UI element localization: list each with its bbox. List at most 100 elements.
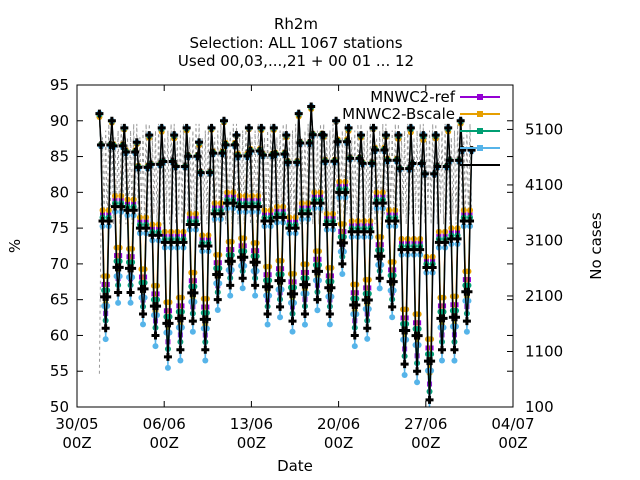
series-point bbox=[202, 315, 211, 324]
chart-title: Rh2m bbox=[274, 15, 318, 33]
series-point bbox=[109, 141, 118, 150]
series-point bbox=[455, 156, 464, 165]
x-tick-sublabel: 00Z bbox=[62, 434, 91, 452]
series-point bbox=[445, 156, 454, 165]
series-point bbox=[408, 159, 417, 168]
series-point bbox=[102, 336, 109, 343]
series-point bbox=[271, 150, 280, 159]
series-point bbox=[394, 131, 403, 140]
series-point bbox=[308, 130, 317, 139]
series-point bbox=[357, 131, 366, 140]
x-tick-sublabel: 00Z bbox=[237, 434, 266, 452]
legend-marker bbox=[477, 128, 483, 134]
series-point bbox=[118, 141, 127, 150]
series-point bbox=[115, 299, 122, 306]
series-point bbox=[188, 317, 197, 326]
series-point bbox=[127, 299, 134, 306]
series-point bbox=[280, 150, 289, 159]
series-point bbox=[283, 158, 292, 167]
series-point bbox=[338, 259, 347, 268]
y-tick-label: 60 bbox=[50, 326, 69, 344]
series-point bbox=[181, 162, 190, 171]
y-tick-label: 95 bbox=[50, 76, 69, 94]
x-tick-label: 06/06 bbox=[143, 415, 186, 433]
series-point bbox=[189, 328, 196, 335]
y2-tick-label: 5100 bbox=[525, 120, 563, 138]
series-point bbox=[227, 257, 236, 266]
series-point bbox=[128, 264, 137, 273]
series-point bbox=[402, 326, 411, 335]
series-line bbox=[98, 106, 473, 400]
y-tick-label: 55 bbox=[50, 362, 69, 380]
series-point bbox=[131, 148, 140, 157]
series-point bbox=[330, 157, 339, 166]
series-point bbox=[364, 295, 373, 304]
series-point bbox=[428, 263, 437, 272]
series-point bbox=[239, 285, 246, 292]
series-point bbox=[171, 162, 180, 171]
chart-subtitle-1: Selection: ALL 1067 stations bbox=[189, 34, 402, 52]
series-point bbox=[366, 227, 375, 236]
y2-tick-label: 3100 bbox=[525, 231, 563, 249]
series-point bbox=[442, 162, 451, 171]
series-point bbox=[201, 345, 210, 354]
legend-marker bbox=[477, 111, 483, 117]
series-point bbox=[207, 123, 216, 132]
series-point bbox=[313, 295, 322, 304]
series-point bbox=[444, 123, 453, 132]
series-point bbox=[277, 314, 284, 321]
x-tick-label: 13/06 bbox=[230, 415, 273, 433]
series-point bbox=[438, 357, 445, 364]
series-point bbox=[450, 345, 459, 354]
series-point bbox=[246, 146, 255, 155]
series-point bbox=[258, 151, 267, 160]
series-point bbox=[314, 307, 321, 314]
series-point bbox=[341, 188, 350, 197]
series-point bbox=[276, 302, 285, 311]
series-point bbox=[296, 138, 305, 147]
y-axis-label: % bbox=[6, 239, 24, 253]
series-point bbox=[214, 307, 221, 314]
series-point bbox=[383, 156, 392, 165]
series-point bbox=[234, 152, 243, 161]
cases-line bbox=[98, 123, 473, 374]
series-point bbox=[376, 285, 383, 292]
series-point bbox=[466, 216, 475, 225]
series-point bbox=[453, 234, 462, 243]
x-tick-sublabel: 00Z bbox=[150, 434, 179, 452]
series-point bbox=[163, 352, 172, 361]
series-point bbox=[238, 274, 247, 283]
series-point bbox=[339, 270, 346, 277]
series-point bbox=[101, 324, 110, 333]
series-point bbox=[103, 292, 112, 301]
series-point bbox=[145, 131, 154, 140]
series-point bbox=[269, 123, 278, 132]
series-point bbox=[157, 123, 166, 132]
series-point bbox=[369, 123, 378, 132]
series-point bbox=[277, 276, 286, 285]
series-point bbox=[254, 202, 263, 211]
series-point bbox=[121, 148, 130, 157]
series-point bbox=[413, 367, 422, 376]
legend-marker bbox=[477, 145, 483, 151]
series-point bbox=[140, 284, 149, 293]
y2-tick-label: 2100 bbox=[525, 287, 563, 305]
series-point bbox=[346, 154, 355, 163]
series-point bbox=[219, 116, 228, 125]
series-point bbox=[371, 145, 380, 154]
series-point bbox=[405, 164, 414, 173]
y-tick-label: 65 bbox=[50, 291, 69, 309]
series-point bbox=[326, 321, 333, 328]
x-tick-label: 30/05 bbox=[55, 415, 98, 433]
series-point bbox=[290, 289, 299, 298]
series-point bbox=[202, 357, 209, 364]
series-point bbox=[451, 357, 458, 364]
y-tick-label: 80 bbox=[50, 183, 69, 201]
series-point bbox=[417, 159, 426, 168]
series-point bbox=[129, 206, 138, 215]
series-point bbox=[159, 157, 168, 166]
series-point bbox=[291, 224, 300, 233]
series-point bbox=[218, 149, 227, 158]
series-point bbox=[305, 138, 314, 147]
